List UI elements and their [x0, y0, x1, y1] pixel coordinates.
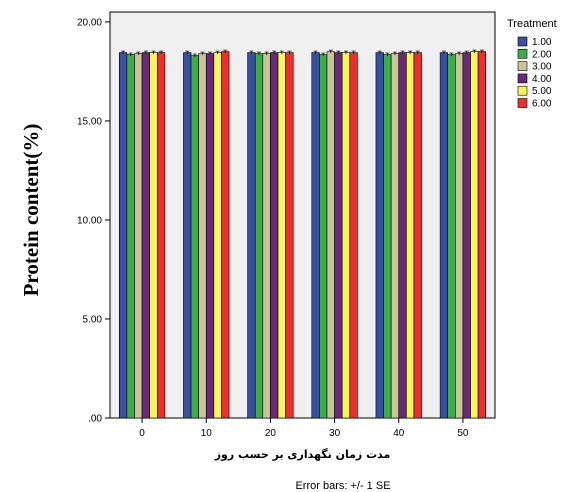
- bar: [406, 52, 415, 419]
- x-tick-label: 10: [201, 428, 213, 439]
- bars: [118, 49, 487, 419]
- legend-label: 1.00: [532, 37, 552, 48]
- x-axis-label: مدت زمان نگهداری بر حسب روز: [214, 448, 391, 461]
- y-tick-label: 5.00: [83, 314, 103, 325]
- legend-label: 6.00: [532, 99, 552, 110]
- bar: [247, 52, 256, 419]
- y-tick-label: .00: [88, 414, 102, 425]
- x-tick-label: 20: [265, 428, 277, 439]
- bar: [311, 52, 320, 419]
- bar: [398, 52, 407, 419]
- bar: [156, 52, 166, 419]
- legend-swatch: [517, 61, 528, 71]
- bar: [141, 52, 150, 419]
- bar: [213, 52, 222, 419]
- legend-label: 2.00: [532, 49, 552, 60]
- bar: [439, 52, 449, 419]
- legend-swatch: [517, 73, 528, 84]
- bar: [149, 52, 158, 419]
- bar: [190, 55, 199, 419]
- y-tick-label: 20.00: [77, 17, 102, 28]
- error-bars-footnote: Error bars: +/- 1 SE: [295, 480, 390, 492]
- legend-label: 5.00: [532, 86, 552, 97]
- bar: [383, 54, 392, 419]
- legend-label: 4.00: [532, 74, 552, 85]
- y-axis-label: Protein content(%): [19, 124, 43, 297]
- bar: [221, 51, 230, 419]
- bar: [455, 53, 464, 419]
- y-tick-label: 10.00: [77, 215, 102, 226]
- x-tick-label: 40: [393, 428, 405, 439]
- legend-title: Treatment: [507, 18, 557, 30]
- bar: [477, 51, 487, 419]
- x-tick-label: 0: [139, 428, 145, 439]
- x-tick-label: 30: [329, 428, 341, 439]
- bar: [375, 52, 384, 419]
- bar: [341, 52, 351, 419]
- y-axis: .00 5.00 10.00 15.00 20.00: [77, 17, 110, 425]
- bar: [277, 52, 286, 419]
- bar: [134, 53, 143, 419]
- bar: [205, 53, 215, 419]
- bar: [413, 52, 422, 419]
- legend-label: 3.00: [532, 62, 552, 73]
- legend-swatch: [517, 85, 528, 96]
- legend-swatch: [517, 98, 528, 108]
- bar: [198, 53, 207, 419]
- bar: [254, 53, 264, 419]
- bar: [262, 53, 271, 419]
- legend-swatch: [517, 48, 528, 59]
- bar: [470, 51, 479, 419]
- bar: [326, 51, 335, 419]
- bar: [349, 52, 358, 419]
- bar: [447, 54, 456, 419]
- legend-swatch: [517, 36, 528, 47]
- y-tick-label: 15.00: [77, 116, 102, 127]
- legend: Treatment 1.002.00 3.004.005.00 6.00: [507, 18, 557, 110]
- x-axis: 0 10 20 30 40 50: [139, 418, 469, 439]
- bar: [126, 54, 135, 419]
- x-tick-label: 50: [457, 428, 469, 439]
- bar: [334, 52, 343, 419]
- bar: [270, 52, 279, 419]
- bar: [285, 52, 294, 419]
- bar: [462, 52, 471, 419]
- bar: [319, 54, 328, 419]
- plot-area: [109, 11, 496, 419]
- bar: [183, 52, 192, 419]
- bar: [118, 52, 128, 419]
- bar: [390, 53, 400, 419]
